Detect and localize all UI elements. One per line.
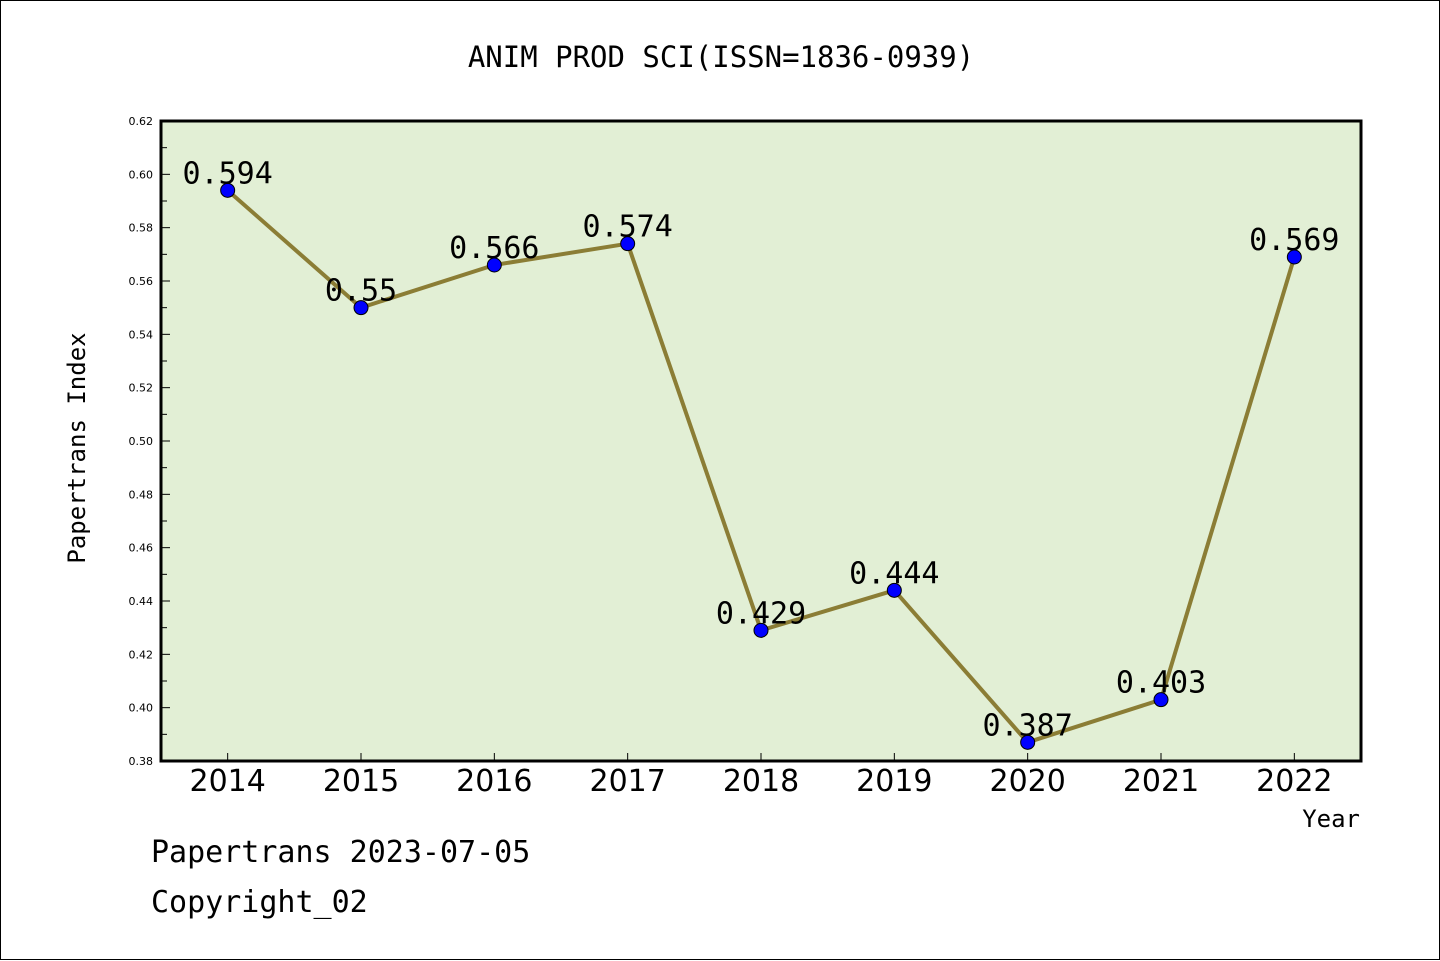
x-tick-label: 2014 — [189, 764, 265, 799]
data-label: 0.55 — [325, 274, 397, 309]
y-axis: 0.38 0.40 0.42 0.44 0.46 0.48 0.50 0.52 0.54 0.56… — [129, 115, 170, 768]
y-tick-label: 0.52 — [129, 382, 154, 395]
data-point — [220, 182, 236, 198]
series-group: 0.594 0.55 0.566 0.574 0.429 0.444 0.387 0.403 0… — [183, 156, 1339, 750]
y-tick-label: 0.62 — [129, 115, 154, 128]
y-tick-label: 0.42 — [129, 648, 154, 661]
data-point — [1286, 249, 1302, 265]
y-tick-label: 0.56 — [129, 275, 154, 288]
data-label: 0.594 — [183, 156, 273, 191]
footer-copyright: Copyright_02 — [151, 885, 368, 920]
data-point — [753, 622, 769, 638]
data-label: 0.566 — [449, 231, 539, 266]
x-tick-label: 2018 — [723, 764, 799, 799]
x-tick-label: 2020 — [989, 764, 1065, 799]
x-tick-label: 2021 — [1123, 764, 1199, 799]
y-axis-label: Papertrans Index — [63, 332, 91, 563]
y-tick-label: 0.38 — [129, 755, 154, 768]
plot-area — [159, 119, 1363, 763]
data-label: 0.387 — [983, 708, 1073, 743]
data-label: 0.574 — [583, 210, 673, 245]
data-label: 0.429 — [716, 596, 806, 631]
x-tick-label: 2015 — [323, 764, 399, 799]
y-tick-label: 0.48 — [129, 488, 154, 501]
y-tick-label: 0.50 — [129, 435, 154, 448]
data-point — [486, 257, 502, 273]
x-tick-label: 2017 — [589, 764, 665, 799]
x-tick-label: 2019 — [856, 764, 932, 799]
data-point — [353, 300, 369, 316]
chart-title: ANIM PROD SCI(ISSN=1836-0939) — [468, 40, 974, 74]
x-axis: 2014 2015 2016 2017 2018 2019 2020 2021 2022 — [189, 753, 1333, 799]
y-tick-label: 0.44 — [129, 595, 154, 608]
x-tick-label: 2016 — [456, 764, 532, 799]
y-tick-label: 0.40 — [129, 702, 154, 715]
data-point — [620, 236, 636, 252]
data-point — [1153, 692, 1169, 708]
data-label: 0.403 — [1116, 666, 1206, 701]
y-tick-label: 0.58 — [129, 222, 154, 235]
x-tick-label: 2022 — [1256, 764, 1332, 799]
data-point — [1020, 734, 1036, 750]
data-label: 0.444 — [849, 556, 939, 591]
y-tick-label: 0.54 — [129, 328, 154, 341]
footer-date: Papertrans 2023-07-05 — [151, 835, 531, 870]
y-tick-label: 0.60 — [129, 168, 154, 181]
data-label: 0.569 — [1249, 223, 1339, 258]
y-tick-label: 0.46 — [129, 542, 154, 555]
x-axis-label: Year — [1302, 805, 1360, 833]
data-point — [886, 582, 902, 598]
